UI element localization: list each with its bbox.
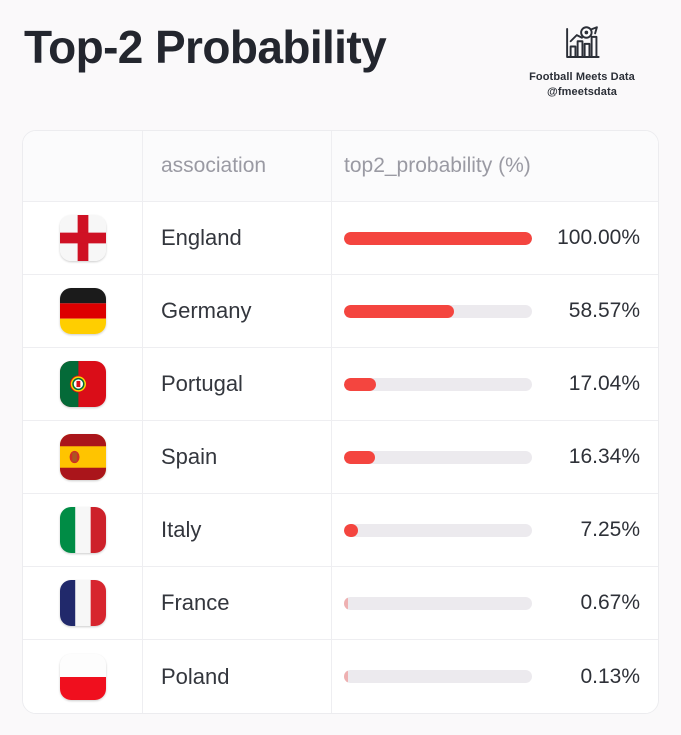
england-flag-icon [59, 215, 106, 261]
probability-bar-fill [344, 670, 349, 683]
germany-flag-icon [59, 288, 106, 334]
brand-name: Football Meets Data [529, 71, 635, 83]
brand-block: Football Meets Data @fmeetsdata [512, 22, 652, 100]
probability-bar-fill [344, 523, 358, 537]
probability-bar-fill [344, 596, 349, 610]
table-row: France 0.67% [23, 567, 658, 640]
france-flag-icon [59, 580, 106, 626]
row-flag-cell [23, 640, 143, 713]
association-name: Italy [161, 517, 202, 542]
row-association-cell: Spain [143, 421, 332, 493]
table-header-row: association top2_probability (%) [23, 131, 658, 202]
row-association-cell: Portugal [143, 348, 332, 420]
brand-handle: @fmeetsdata [547, 85, 617, 98]
table-row: Germany 58.57% [23, 275, 658, 348]
bar-chart-football-icon [566, 26, 600, 58]
italy-flag-icon [59, 507, 106, 553]
row-association-cell: Germany [143, 275, 332, 347]
table-row: Poland 0.13% [23, 640, 658, 713]
probability-value: 16.34% [568, 445, 640, 468]
row-flag-cell [23, 275, 143, 347]
row-association-cell: France [143, 567, 332, 639]
table-row: England 100.00% [23, 202, 658, 275]
column-header-probability-label: top2_probability (%) [344, 154, 531, 177]
row-probability-cell: 58.57% [332, 275, 658, 347]
row-flag-cell [23, 567, 143, 639]
association-name: Portugal [161, 371, 243, 396]
probability-value: 7.25% [580, 518, 640, 541]
table-row: Portugal 17.04% [23, 348, 658, 421]
probability-value: 17.04% [568, 372, 640, 395]
probability-value: 100.00% [557, 226, 640, 249]
probability-bar-fill [344, 377, 377, 391]
row-flag-cell [23, 494, 143, 566]
poland-flag-icon [59, 653, 106, 700]
row-flag-cell [23, 348, 143, 420]
probability-value: 0.13% [580, 664, 640, 688]
table-row: Italy 7.25% [23, 494, 658, 567]
row-association-cell: Italy [143, 494, 332, 566]
probability-bar-track [344, 450, 532, 464]
association-name: Germany [161, 298, 252, 323]
column-header-flag [23, 131, 143, 201]
association-name: Spain [161, 444, 218, 469]
probability-bar-track [344, 304, 532, 318]
row-probability-cell: 0.67% [332, 567, 658, 639]
probability-value: 58.57% [568, 299, 640, 322]
page-title: Top-2 Probability [24, 21, 387, 73]
spain-flag-icon [59, 434, 106, 480]
association-name: France [161, 590, 230, 615]
table-row: Spain 16.34% [23, 421, 658, 494]
column-header-association: association [143, 131, 332, 201]
association-name: England [161, 225, 242, 250]
portugal-flag-icon [59, 361, 106, 407]
probability-bar-fill [344, 304, 455, 318]
probability-bar-track [344, 231, 532, 245]
probability-bar-track [344, 670, 532, 683]
association-name: Poland [161, 663, 230, 689]
probability-bar-track [344, 377, 532, 391]
row-probability-cell: 16.34% [332, 421, 658, 493]
probability-table: association top2_probability (%) England… [22, 130, 659, 714]
row-probability-cell: 17.04% [332, 348, 658, 420]
column-header-association-label: association [161, 154, 267, 177]
row-association-cell: England [143, 202, 332, 274]
row-probability-cell: 7.25% [332, 494, 658, 566]
probability-bar-track [344, 596, 532, 610]
page-header: Top-2 Probability Football Meets Data @f… [0, 0, 681, 118]
row-association-cell: Poland [143, 640, 332, 713]
row-probability-cell: 0.13% [332, 640, 658, 713]
column-header-probability: top2_probability (%) [332, 131, 658, 201]
probability-bar-track [344, 523, 532, 537]
row-probability-cell: 100.00% [332, 202, 658, 274]
probability-bar-fill [344, 231, 532, 245]
probability-bar-fill [344, 450, 375, 464]
row-flag-cell [23, 202, 143, 274]
row-flag-cell [23, 421, 143, 493]
probability-value: 0.67% [580, 591, 640, 614]
